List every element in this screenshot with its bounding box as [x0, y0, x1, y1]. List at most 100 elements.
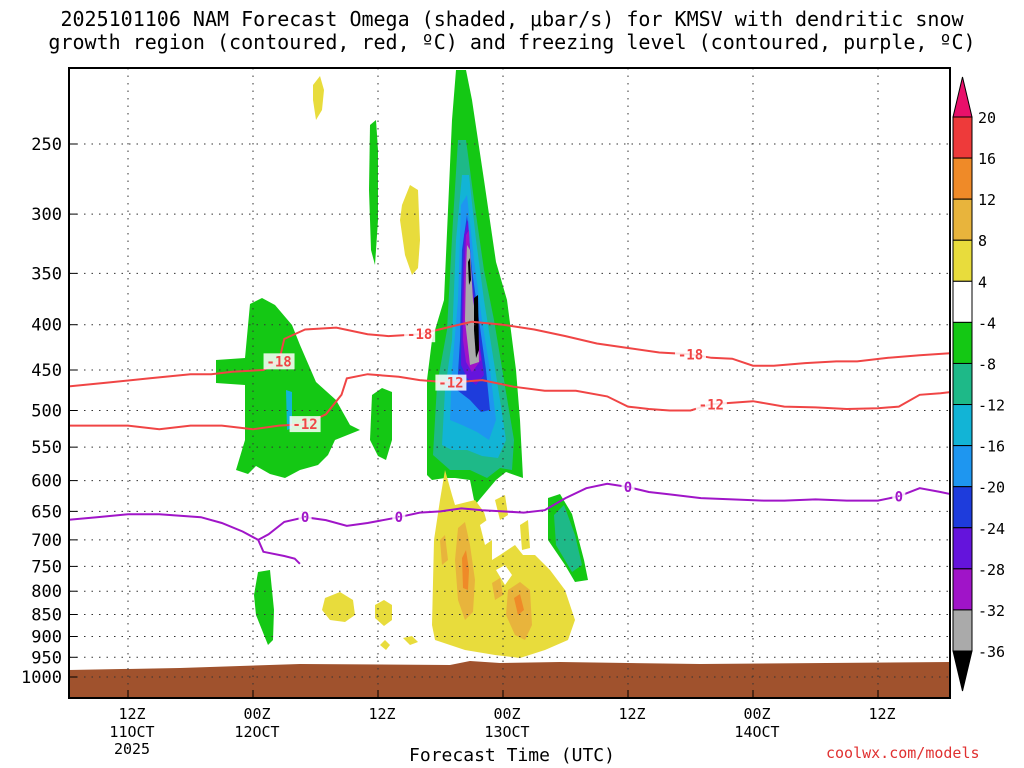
contour-label-bg: [695, 396, 727, 413]
colorbar-label: -4: [978, 314, 996, 332]
y-tick-label: 550: [31, 438, 62, 458]
x-axis-title: Forecast Time (UTC): [409, 745, 615, 766]
omega-region: [369, 120, 378, 265]
y-tick-label: 650: [31, 502, 62, 522]
y-tick-label: 1000: [21, 668, 62, 688]
y-tick-label: 400: [31, 316, 62, 336]
omega-region: [313, 76, 324, 120]
omega-region: [554, 505, 582, 572]
colorbar-label: -8: [978, 355, 996, 373]
contour-label: -18: [266, 354, 291, 370]
contour-label: -12: [292, 417, 317, 433]
omega-region: [468, 258, 471, 285]
colorbar-label: -36: [978, 643, 1005, 661]
omega-region: [322, 592, 355, 622]
y-tick-label: 300: [31, 205, 62, 225]
colorbar-label: 8: [978, 232, 987, 250]
contour-label: 0: [395, 510, 403, 526]
omega-region: [462, 550, 469, 590]
colorbar: 20 16 12 8 4 -4 -8 -12 -16 -20 -24 -28 -32 -36: [952, 76, 1005, 692]
ground-layer: [69, 661, 950, 698]
y-tick-label: 950: [31, 648, 62, 668]
colorbar-label: -24: [978, 520, 1005, 538]
contour-label: 0: [624, 480, 632, 496]
contour-label: 0: [895, 489, 903, 505]
x-tick-label: 12Z: [868, 705, 895, 723]
contour-label-bg: [392, 509, 406, 526]
omega-region: [370, 388, 392, 460]
y-tick-label: 750: [31, 557, 62, 577]
contour-label-bg: [289, 416, 321, 433]
y-tick-label: 800: [31, 582, 62, 602]
y-tick-label: 250: [31, 135, 62, 155]
colorbar-box: [952, 486, 973, 529]
omega-region: [375, 600, 392, 626]
omega-region: [474, 295, 479, 358]
colorbar-label: 12: [978, 191, 996, 209]
contour-0-line: [69, 482, 950, 542]
contour-label-bg: [892, 488, 906, 505]
colorbar-box: [952, 568, 973, 611]
x-tick-date: 12OCT: [234, 723, 279, 741]
omega-region: [514, 594, 524, 615]
omega-region: [254, 570, 274, 645]
x-tick-label: 12Z: [118, 705, 145, 723]
colorbar-box: [952, 198, 973, 241]
colorbar-label: -28: [978, 561, 1005, 579]
omega-region: [380, 640, 390, 650]
colorbar-box: [952, 321, 973, 364]
colorbar-box: [952, 280, 973, 323]
contour-label-bg: [675, 346, 706, 363]
colorbar-lower-triangle: [952, 650, 973, 692]
grid: [69, 68, 950, 698]
colorbar-label: 20: [978, 109, 996, 127]
omega-region: [403, 636, 418, 645]
colorbar-box: [952, 445, 973, 488]
x-tick-label: 00Z: [493, 705, 520, 723]
colorbar-label: -16: [978, 438, 1005, 456]
omega-region: [495, 495, 508, 520]
y-tick-label: 850: [31, 606, 62, 626]
y-tick-label: 600: [31, 472, 62, 492]
x-tick-year: 2025: [114, 740, 150, 758]
omega-region: [520, 520, 530, 550]
x-tick-date: 13OCT: [484, 723, 529, 741]
omega-shading: [69, 70, 950, 698]
contour-0-line: [257, 539, 301, 565]
colorbar-box: [952, 239, 973, 282]
colorbar-label: 16: [978, 150, 996, 168]
omega-region: [440, 535, 448, 565]
credit-text: coolwx.com/models: [826, 744, 980, 762]
plot-frame: [68, 67, 951, 699]
omega-region: [496, 565, 512, 585]
x-tick-label: 00Z: [743, 705, 770, 723]
x-tick-label: 12Z: [618, 705, 645, 723]
colorbar-label: -32: [978, 602, 1005, 620]
y-tick-label: 500: [31, 402, 62, 422]
contour-label: -12: [438, 376, 463, 392]
title-line-1: 2025101106 NAM Forecast Omega (shaded, μ…: [60, 7, 964, 31]
omega-region: [480, 520, 492, 545]
contour-label: -18: [407, 327, 432, 343]
colorbar-box: [952, 116, 973, 159]
title-line-2: growth region (contoured, red, ºC) and f…: [48, 30, 976, 54]
colorbar-label: 4: [978, 273, 987, 291]
contour-label: 0: [301, 510, 309, 526]
colorbar-box: [952, 609, 973, 652]
contour-label: -18: [678, 347, 703, 363]
omega-region: [492, 578, 503, 600]
y-tick-label: 900: [31, 627, 62, 647]
y-tick-label: 450: [31, 361, 62, 381]
contour-label-bg: [621, 478, 635, 495]
x-tick-label: 00Z: [243, 705, 270, 723]
colorbar-box: [952, 157, 973, 200]
colorbar-box: [952, 527, 973, 570]
colorbar-label: -20: [978, 479, 1005, 497]
y-tick-label: 700: [31, 531, 62, 551]
colorbar-box: [952, 404, 973, 447]
omega-region: [400, 185, 420, 275]
x-tick-date: 11OCT: [109, 723, 154, 741]
y-axis: 2503003504004505005506006507007508008509…: [21, 135, 77, 688]
